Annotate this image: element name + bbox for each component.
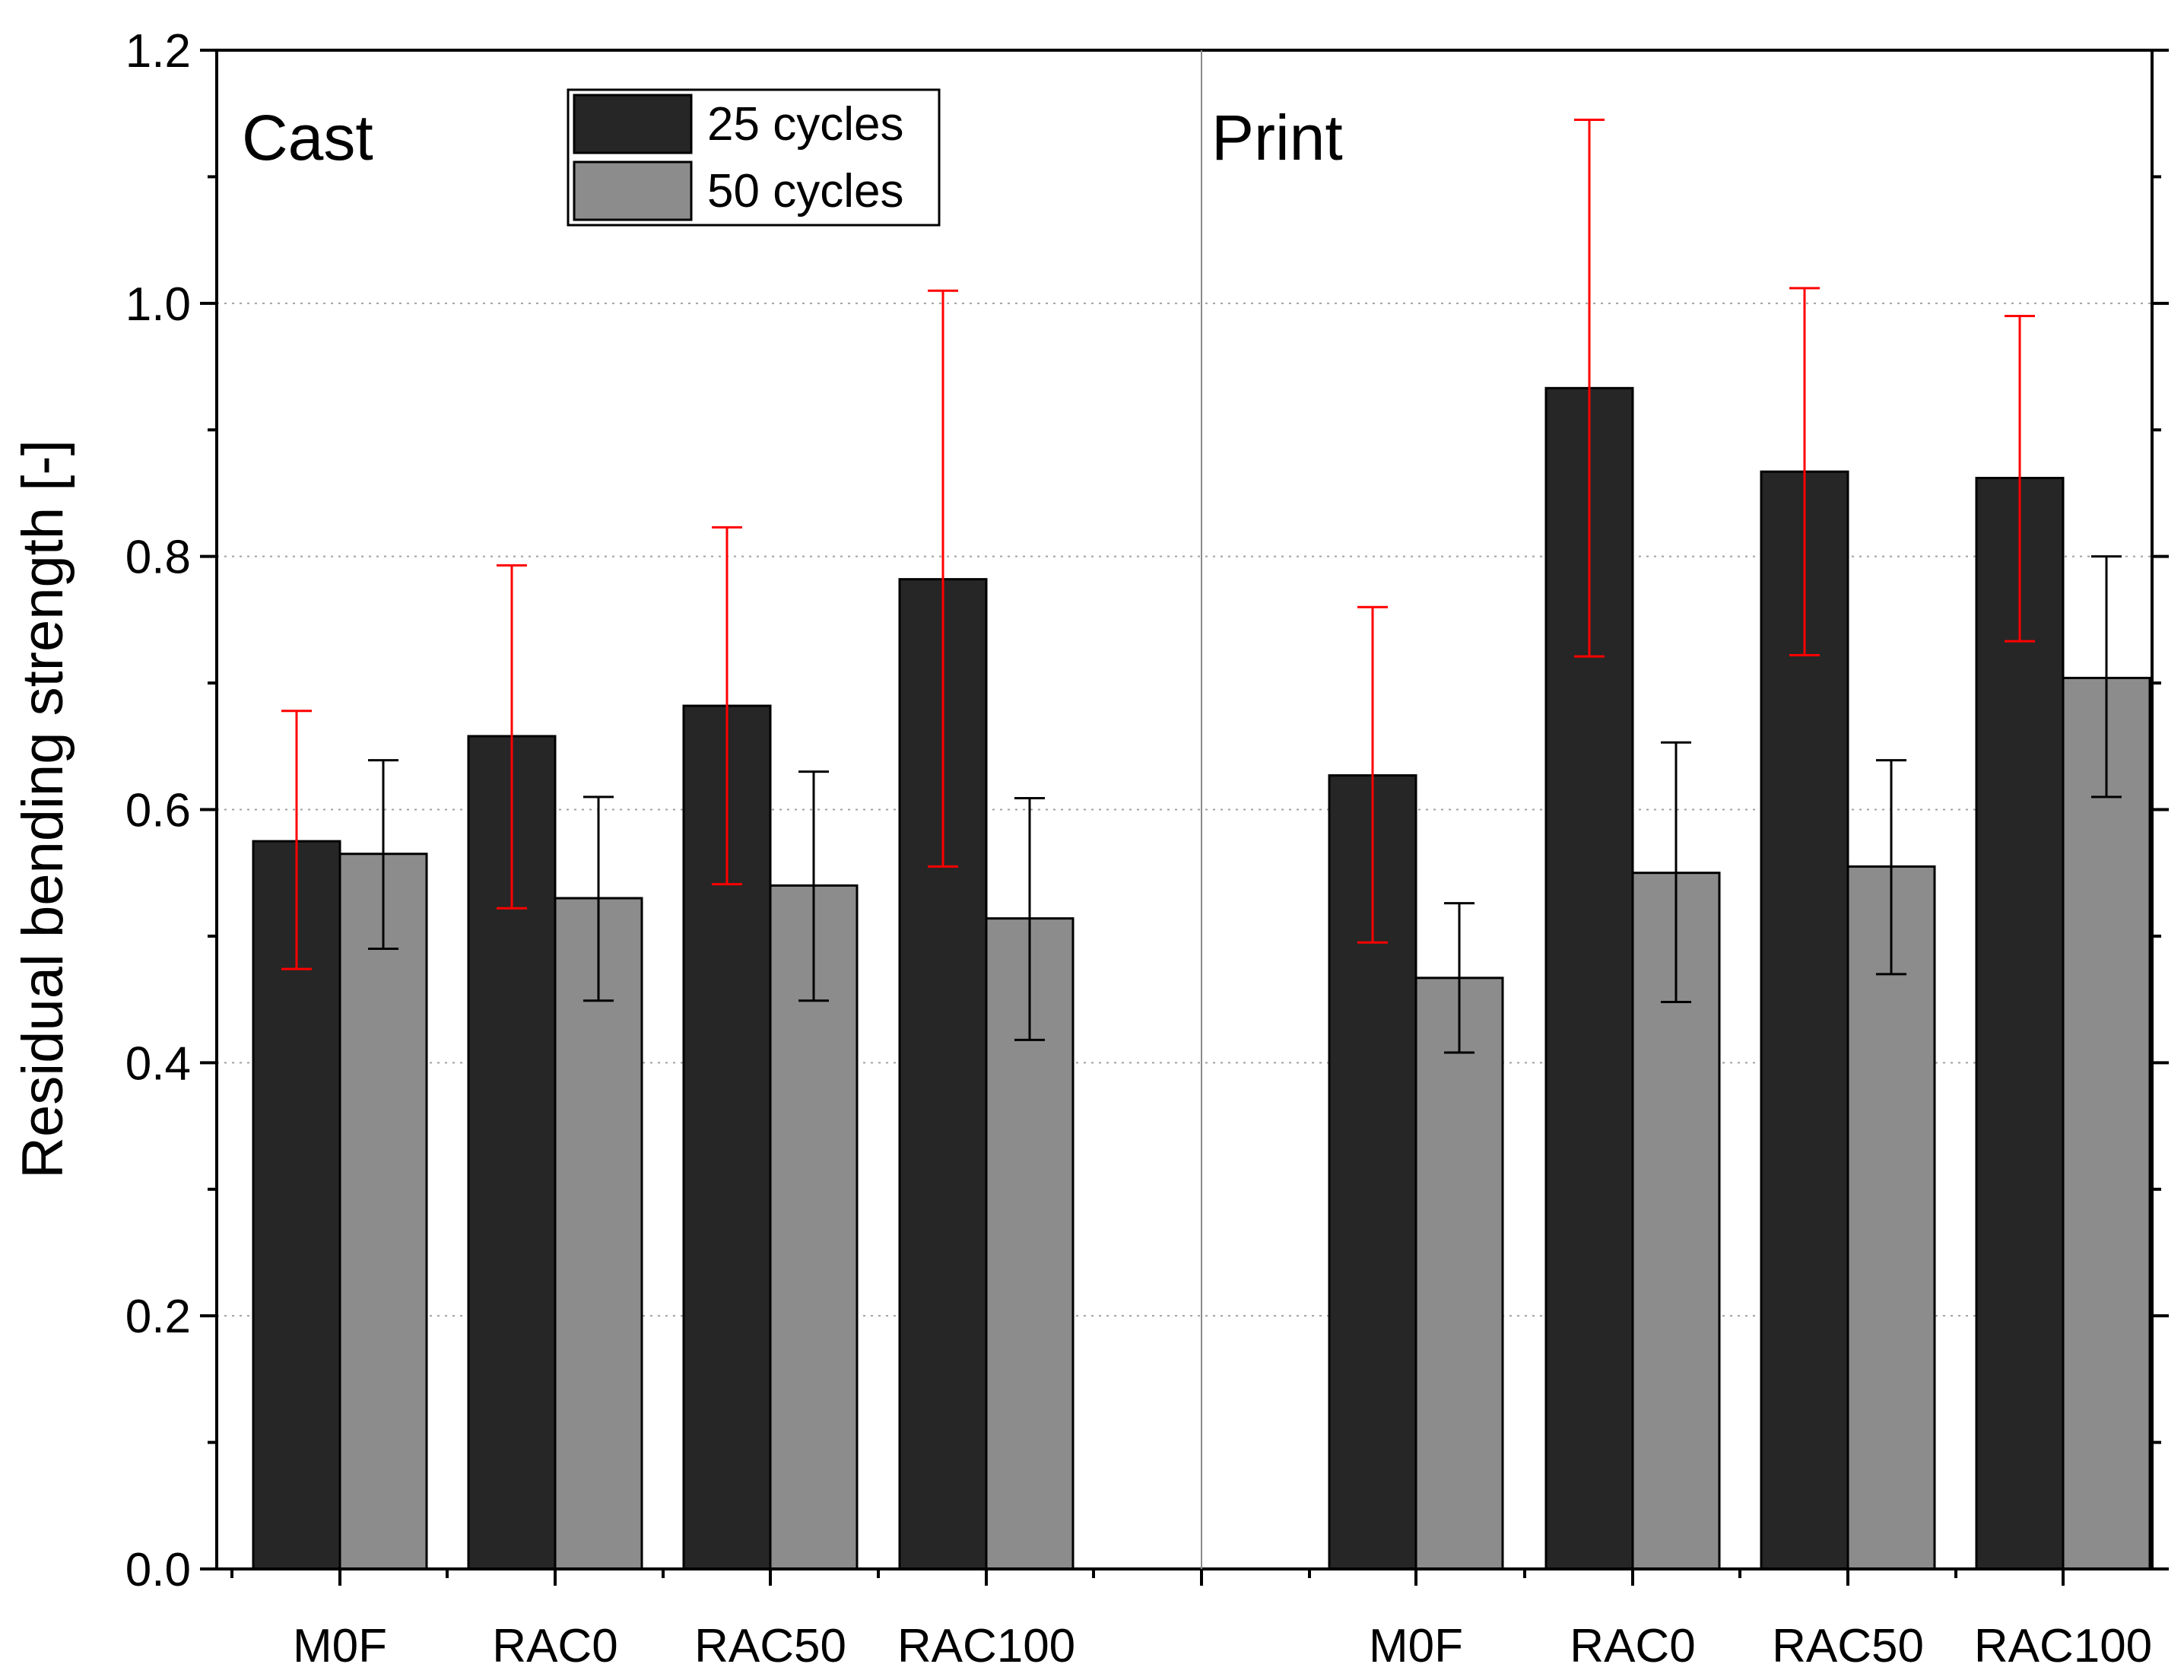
y-tick-label-1.2: 1.2 bbox=[125, 25, 191, 78]
error-bars bbox=[281, 119, 2122, 1054]
x-tick-label-print-rac50: RAC50 bbox=[1772, 1620, 1924, 1672]
legend: 25 cycles 50 cycles bbox=[567, 88, 941, 227]
bars bbox=[252, 386, 2151, 1570]
y-tick-label-1.0: 1.0 bbox=[125, 278, 191, 331]
x-tick-label-print-rac0: RAC0 bbox=[1570, 1620, 1695, 1672]
y-tick-label-0.4: 0.4 bbox=[125, 1037, 191, 1090]
y-axis-title: Residual bending strength [-] bbox=[11, 440, 75, 1179]
legend-swatch-50-cycles bbox=[573, 160, 693, 221]
legend-label-50-cycles: 50 cycles bbox=[707, 165, 903, 218]
panel-label-print: Print bbox=[1211, 102, 1343, 173]
legend-label-25-cycles: 25 cycles bbox=[707, 98, 903, 151]
x-tick-label-print-rac100: RAC100 bbox=[1974, 1620, 2152, 1672]
y-tick-label-0.2: 0.2 bbox=[125, 1291, 191, 1343]
legend-swatch-25-cycles bbox=[573, 94, 693, 154]
bar-print-rac50-50-cycles bbox=[1846, 865, 1936, 1570]
bar-print-rac100-50-cycles bbox=[2062, 676, 2151, 1570]
x-tick-label-cast-rac50: RAC50 bbox=[694, 1620, 846, 1672]
y-tick-label-0.6: 0.6 bbox=[125, 785, 191, 837]
panel-label-cast: Cast bbox=[242, 102, 373, 173]
axes: 0.0 0.2 0.4 0.6 0.8 1.0 1.2 M0F RAC0 RAC50 RAC100 M… bbox=[125, 25, 2169, 1672]
y-tick-label-0.0: 0.0 bbox=[125, 1544, 191, 1596]
x-tick-label-print-m0f: M0F bbox=[1369, 1620, 1463, 1672]
bar-cast-m0f-50-cycles bbox=[338, 853, 428, 1570]
x-tick-label-cast-rac0: RAC0 bbox=[492, 1620, 617, 1672]
y-tick-label-0.8: 0.8 bbox=[125, 532, 191, 584]
x-tick-label-cast-m0f: M0F bbox=[293, 1620, 387, 1672]
x-tick-label-cast-rac100: RAC100 bbox=[897, 1620, 1075, 1672]
bar-print-m0f-50-cycles bbox=[1414, 977, 1504, 1570]
